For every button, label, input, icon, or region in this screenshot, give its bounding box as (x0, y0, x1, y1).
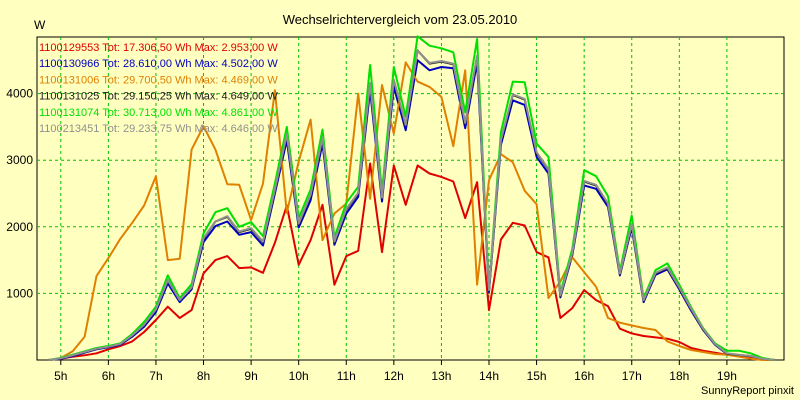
footer-credit: SunnyReport pinxit (701, 385, 794, 397)
x-tick-label: 9h (244, 369, 257, 383)
series-line-1100131074 (48, 35, 775, 361)
x-axis-ticks: 5h 6h 7h 8h 9h 10h 11h 12h 13h 14h 15h 16h 17h 18h 19h (54, 360, 737, 383)
y-tick-label: 2000 (6, 220, 33, 234)
legend-entry-1100131006: 1100131006 Tot: 29.700,50 Wh Max: 4.469,… (39, 74, 278, 86)
legend-entry-1100130966: 1100130966 Tot: 28.610,00 Wh Max: 4.502,… (39, 58, 278, 70)
y-tick-label: 1000 (6, 286, 33, 300)
x-tick-label: 15h (527, 369, 547, 383)
x-tick-label: 14h (479, 369, 499, 383)
x-tick-label: 13h (431, 369, 451, 383)
x-tick-label: 10h (289, 369, 309, 383)
series-line-1100129553 (48, 162, 775, 361)
y-tick-label: 4000 (6, 87, 33, 101)
legend-entry-1100129553: 1100129553 Tot: 17.306,50 Wh Max: 2.953,… (39, 42, 278, 54)
x-tick-label: 17h (622, 369, 642, 383)
x-tick-label: 19h (717, 369, 737, 383)
x-tick-label: 7h (149, 369, 162, 383)
legend-entry-1100213451: 1100213451 Tot: 29.233,75 Wh Max: 4.646,… (39, 123, 278, 135)
x-tick-label: 16h (574, 369, 594, 383)
x-tick-label: 12h (384, 369, 404, 383)
legend-entry-1100131025: 1100131025 Tot: 29.150,25 Wh Max: 4.649,… (39, 91, 278, 103)
y-tick-label: 3000 (6, 153, 33, 167)
y-axis-label: W (34, 18, 46, 32)
legend: 1100129553 Tot: 17.306,50 Wh Max: 2.953,… (39, 42, 278, 135)
legend-entry-1100131074: 1100131074 Tot: 30.713,00 Wh Max: 4.861,… (39, 107, 278, 119)
x-tick-label: 18h (669, 369, 689, 383)
series-lines (48, 35, 775, 361)
x-tick-label: 5h (54, 369, 67, 383)
chart-title: Wechselrichtervergleich vom 23.05.2010 (283, 12, 518, 27)
x-tick-label: 8h (197, 369, 210, 383)
x-tick-label: 6h (102, 369, 115, 383)
y-axis-ticks: 1000 2000 3000 4000 (6, 87, 33, 301)
x-tick-label: 11h (337, 369, 356, 383)
series-line-1100213451 (48, 49, 775, 361)
